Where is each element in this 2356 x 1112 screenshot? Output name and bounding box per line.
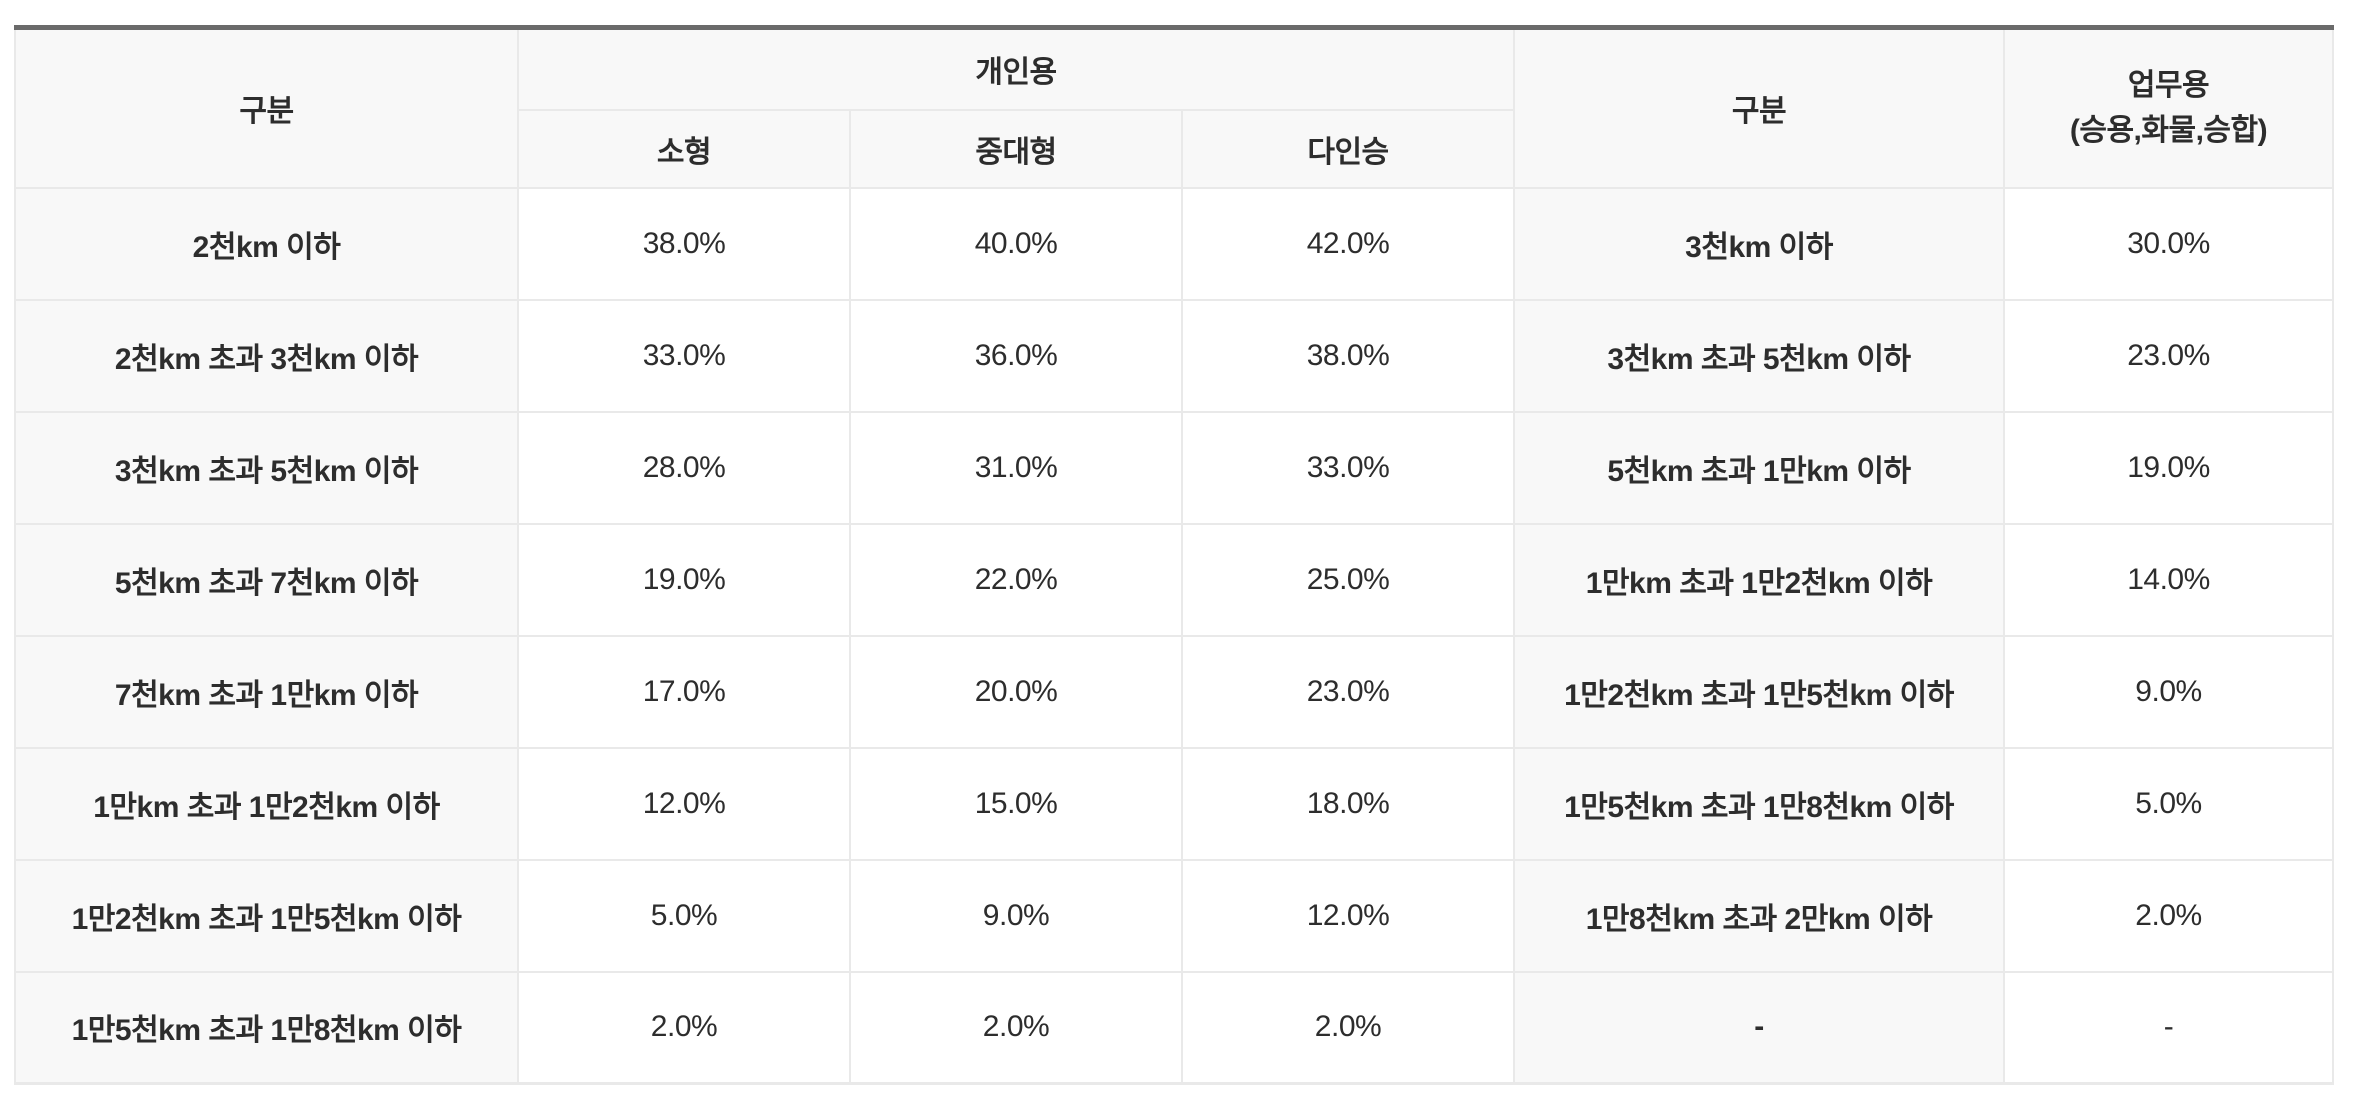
personal-mileage-range-cell: 7천km 초과 1만km 이하 <box>14 634 519 749</box>
personal-mileage-range-cell: 3천km 초과 5천km 이하 <box>14 410 519 525</box>
personal-small-rate-cell: 12.0% <box>517 746 851 861</box>
personal-small-rate-cell: 2.0% <box>517 970 851 1085</box>
header-left-category: 구분 <box>14 26 519 189</box>
personal-mid-large-rate-cell: 31.0% <box>849 410 1183 525</box>
personal-multi-seat-rate-cell: 25.0% <box>1181 522 1515 637</box>
table-row: 3천km 초과 5천km 이하 28.0% 31.0% 33.0% 5천km 초과 1만… <box>14 410 2334 525</box>
personal-small-rate-cell: 33.0% <box>517 298 851 413</box>
business-rate-cell: 23.0% <box>2003 298 2334 413</box>
personal-mileage-range-cell: 1만km 초과 1만2천km 이하 <box>14 746 519 861</box>
table-row: 2천km 초과 3천km 이하 33.0% 36.0% 38.0% 3천km 초과 5천… <box>14 298 2334 413</box>
personal-mid-large-rate-cell: 9.0% <box>849 858 1183 973</box>
personal-mileage-range-cell: 1만5천km 초과 1만8천km 이하 <box>14 970 519 1085</box>
header-personal-use-group: 개인용 <box>517 26 1515 111</box>
business-mileage-range-cell: 1만5천km 초과 1만8천km 이하 <box>1513 746 2005 861</box>
table-row: 1만5천km 초과 1만8천km 이하 2.0% 2.0% 2.0% - - <box>14 970 2334 1085</box>
personal-small-rate-cell: 5.0% <box>517 858 851 973</box>
business-rate-cell: 19.0% <box>2003 410 2334 525</box>
personal-small-rate-cell: 38.0% <box>517 186 851 301</box>
personal-multi-seat-rate-cell: 33.0% <box>1181 410 1515 525</box>
personal-multi-seat-rate-cell: 12.0% <box>1181 858 1515 973</box>
business-rate-cell: 30.0% <box>2003 186 2334 301</box>
header-subcol-mid-large: 중대형 <box>849 108 1183 189</box>
business-rate-cell: 5.0% <box>2003 746 2334 861</box>
personal-multi-seat-rate-cell: 2.0% <box>1181 970 1515 1085</box>
business-mileage-range-cell: 3천km 이하 <box>1513 186 2005 301</box>
table-row: 2천km 이하 38.0% 40.0% 42.0% 3천km 이하 30.0% <box>14 186 2334 301</box>
personal-multi-seat-rate-cell: 18.0% <box>1181 746 1515 861</box>
business-rate-cell: - <box>2003 970 2334 1085</box>
personal-mid-large-rate-cell: 40.0% <box>849 186 1183 301</box>
personal-mid-large-rate-cell: 15.0% <box>849 746 1183 861</box>
table-row: 7천km 초과 1만km 이하 17.0% 20.0% 23.0% 1만2천km 초과 … <box>14 634 2334 749</box>
personal-mileage-range-cell: 1만2천km 초과 1만5천km 이하 <box>14 858 519 973</box>
header-subcol-small: 소형 <box>517 108 851 189</box>
business-rate-cell: 9.0% <box>2003 634 2334 749</box>
business-mileage-range-cell: 3천km 초과 5천km 이하 <box>1513 298 2005 413</box>
header-business-use-line1: 업무용 <box>2127 69 2210 103</box>
business-rate-cell: 14.0% <box>2003 522 2334 637</box>
personal-mileage-range-cell: 2천km 이하 <box>14 186 519 301</box>
business-mileage-range-cell: 1만km 초과 1만2천km 이하 <box>1513 522 2005 637</box>
table-row: 1만2천km 초과 1만5천km 이하 5.0% 9.0% 12.0% 1만8천km 초… <box>14 858 2334 973</box>
business-mileage-range-cell: 1만8천km 초과 2만km 이하 <box>1513 858 2005 973</box>
header-business-use-line2: (승용,화물,승합) <box>2069 114 2268 148</box>
header-business-use-group: 업무용 (승용,화물,승합) <box>2003 26 2334 189</box>
table-row: 1만km 초과 1만2천km 이하 12.0% 15.0% 18.0% 1만5천km 초… <box>14 746 2334 861</box>
business-mileage-range-cell: 5천km 초과 1만km 이하 <box>1513 410 2005 525</box>
personal-small-rate-cell: 17.0% <box>517 634 851 749</box>
rate-table-body: 2천km 이하 38.0% 40.0% 42.0% 3천km 이하 30.0% 2천km 초… <box>14 186 2334 1085</box>
mileage-discount-table-container: 구분 개인용 구분 업무용 (승용,화물,승합) 소형 중대형 다인승 2천km… <box>14 25 2334 1085</box>
header-right-category: 구분 <box>1513 26 2005 189</box>
personal-mid-large-rate-cell: 2.0% <box>849 970 1183 1085</box>
personal-mileage-range-cell: 2천km 초과 3천km 이하 <box>14 298 519 413</box>
personal-small-rate-cell: 28.0% <box>517 410 851 525</box>
personal-multi-seat-rate-cell: 38.0% <box>1181 298 1515 413</box>
personal-multi-seat-rate-cell: 42.0% <box>1181 186 1515 301</box>
personal-mid-large-rate-cell: 20.0% <box>849 634 1183 749</box>
header-subcol-multi-seat: 다인승 <box>1181 108 1515 189</box>
personal-mileage-range-cell: 5천km 초과 7천km 이하 <box>14 522 519 637</box>
personal-multi-seat-rate-cell: 23.0% <box>1181 634 1515 749</box>
business-rate-cell: 2.0% <box>2003 858 2334 973</box>
personal-small-rate-cell: 19.0% <box>517 522 851 637</box>
personal-mid-large-rate-cell: 22.0% <box>849 522 1183 637</box>
personal-mid-large-rate-cell: 36.0% <box>849 298 1183 413</box>
business-mileage-range-cell: - <box>1513 970 2005 1085</box>
mileage-discount-rate-table: 구분 개인용 구분 업무용 (승용,화물,승합) 소형 중대형 다인승 2천km… <box>14 25 2334 1085</box>
table-row: 5천km 초과 7천km 이하 19.0% 22.0% 25.0% 1만km 초과 1만… <box>14 522 2334 637</box>
business-mileage-range-cell: 1만2천km 초과 1만5천km 이하 <box>1513 634 2005 749</box>
